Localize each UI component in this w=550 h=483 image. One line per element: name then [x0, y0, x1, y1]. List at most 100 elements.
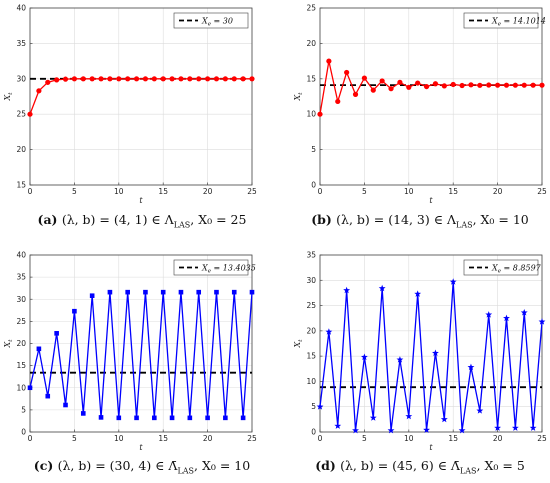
- y-tick-label: 30: [16, 74, 26, 83]
- data-point: [316, 403, 324, 410]
- data-point: [160, 76, 166, 82]
- data-point: [335, 98, 341, 105]
- x-tick-label: 20: [203, 187, 213, 196]
- y-tick-label: 10: [306, 377, 316, 386]
- y-axis-label: Xt: [293, 92, 304, 102]
- data-point: [370, 87, 376, 93]
- y-tick-label: 15: [16, 181, 26, 190]
- data-point: [352, 91, 359, 97]
- data-point: [494, 424, 502, 431]
- x-tick-label: 0: [28, 187, 33, 196]
- data-point: [133, 76, 140, 82]
- y-tick-label: 25: [16, 110, 26, 119]
- data-point: [178, 76, 184, 82]
- x-tick-label: 10: [404, 187, 414, 196]
- data-point: [343, 286, 351, 294]
- data-point: [387, 426, 395, 434]
- x-tick-label: 20: [493, 187, 503, 196]
- y-tick-label: 30: [16, 295, 26, 304]
- y-tick-label: 5: [311, 145, 316, 154]
- data-point: [486, 82, 492, 88]
- data-point: [503, 82, 510, 88]
- data-point: [520, 309, 528, 316]
- series-line: [29, 292, 253, 418]
- data-point: [388, 86, 394, 92]
- data-point: [317, 111, 323, 117]
- data-point: [36, 88, 42, 94]
- chart-panel-d: 0 5 10 15 20 25 0 5 10 15 20 25 30 35 t Xt Xe = 8.8597: [293, 251, 547, 453]
- y-tick-label: 40: [16, 251, 26, 260]
- y-axis-label: Xt: [3, 339, 14, 349]
- data-point: [423, 426, 430, 433]
- data-point: [151, 76, 157, 82]
- legend-label: Xe = 30: [201, 16, 233, 27]
- data-point: [249, 289, 255, 295]
- data-point: [125, 76, 131, 82]
- data-point: [72, 308, 77, 314]
- data-point: [476, 407, 484, 414]
- caption-a: (a) (λ, b) = (4, 1) ∈ ΛLAS, X₀ = 25: [37, 212, 247, 230]
- y-tick-label: 15: [306, 74, 316, 83]
- data-point: [511, 424, 519, 431]
- legend-label: Xe = 14.1014: [491, 16, 546, 27]
- data-point: [231, 289, 237, 295]
- legend-box: [173, 259, 249, 276]
- data-point: [539, 82, 545, 88]
- data-point: [187, 76, 193, 82]
- data-point: [36, 346, 42, 352]
- data-point: [459, 82, 465, 89]
- legend-label: Xe = 13.4035: [201, 263, 256, 274]
- data-point: [142, 76, 149, 82]
- data-point: [63, 402, 68, 408]
- x-axis-label: t: [429, 443, 433, 452]
- caption-c: (c) (λ, b) = (30, 4) ∈ Λ̄LAS, X₀ = 10: [33, 458, 251, 476]
- y-tick-label: 0: [21, 428, 26, 437]
- caption-b: (b) (λ, b) = (14, 3) ∈ ΛLAS, X₀ = 10: [311, 212, 529, 230]
- data-point: [440, 415, 448, 423]
- data-point: [54, 77, 60, 83]
- y-axis-label: Xt: [293, 339, 304, 349]
- x-tick-label: 15: [448, 187, 458, 196]
- legend-box: [173, 12, 249, 29]
- data-point: [360, 353, 368, 361]
- data-point: [449, 278, 457, 285]
- data-point: [80, 76, 86, 82]
- series-line: [319, 60, 542, 115]
- chart-panel-c: 0 5 10 15 20 25 0 5 10 15 20 25 30 35 40 t Xt Xe = 13.403…: [3, 251, 257, 453]
- data-point: [152, 415, 157, 421]
- plot-frame: [29, 7, 253, 186]
- data-point: [71, 76, 77, 82]
- data-point: [178, 289, 184, 295]
- x-tick-label: 5: [72, 187, 77, 196]
- x-tick-label: 0: [318, 434, 323, 443]
- data-point: [495, 82, 501, 88]
- data-point: [169, 415, 175, 421]
- data-point: [205, 76, 211, 82]
- data-point: [107, 289, 113, 295]
- data-point: [231, 76, 237, 82]
- data-point: [414, 290, 422, 297]
- series-line: [29, 78, 252, 115]
- data-point: [116, 76, 122, 82]
- y-tick-label: 15: [306, 352, 316, 361]
- x-tick-label: 25: [247, 187, 257, 196]
- data-point: [432, 349, 439, 357]
- data-point: [512, 82, 518, 88]
- data-point: [134, 415, 139, 421]
- data-point: [378, 284, 386, 292]
- data-point: [379, 78, 385, 84]
- data-point: [538, 318, 546, 325]
- data-point: [143, 289, 148, 295]
- x-tick-label: 10: [114, 434, 124, 443]
- data-point: [196, 76, 202, 82]
- data-point: [27, 111, 33, 117]
- data-point: [125, 289, 130, 295]
- x-tick-label: 15: [158, 434, 168, 443]
- x-axis-label: t: [139, 443, 143, 452]
- data-point: [468, 82, 474, 88]
- x-tick-label: 10: [404, 434, 414, 443]
- data-point: [503, 314, 510, 322]
- data-point: [406, 84, 412, 90]
- data-point: [432, 81, 439, 87]
